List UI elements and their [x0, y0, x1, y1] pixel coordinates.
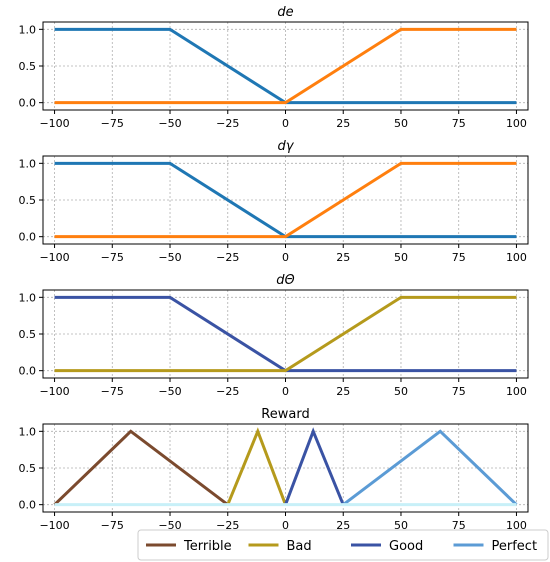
y-tick-label: 1.0: [19, 425, 37, 438]
x-tick-label: 50: [394, 519, 408, 532]
x-tick-label: −50: [158, 519, 181, 532]
subplot-0: −100 −75 −50 −25 0 25 50 75 100 0.0 0.5 1.0 de: [19, 5, 529, 130]
subplot-title: de: [277, 5, 293, 20]
subplot-1: −100 −75 −50 −25 0 25 50 75 100 0.0 0.5 1.0 dγ: [19, 139, 529, 264]
x-tick-label: 0: [282, 251, 289, 264]
x-tick-label: 75: [452, 117, 466, 130]
legend-box: [137, 529, 549, 561]
series-line-1-1: [54, 161, 517, 239]
legend: Terrible Bad Good Perfect: [137, 529, 549, 561]
subplot-title: Reward: [261, 407, 309, 422]
y-tick-label: 0.5: [19, 462, 37, 475]
x-tick-label: −50: [158, 117, 181, 130]
x-tick-label: 0: [282, 385, 289, 398]
x-tick-label: 100: [506, 117, 527, 130]
x-tick-label: 50: [394, 251, 408, 264]
x-tick-label: −25: [216, 117, 239, 130]
legend-label: Perfect: [492, 539, 538, 554]
x-tick-label: 100: [506, 519, 527, 532]
x-tick-label: 25: [336, 251, 350, 264]
x-tick-label: 75: [452, 251, 466, 264]
subplot-3: −100 −75 −50 −25 0 25 50 75 100 0.0 0.5 1.0 Reward: [19, 407, 529, 532]
x-tick-label: 50: [394, 117, 408, 130]
subplot-title: dγ: [278, 139, 295, 154]
x-tick-label: 25: [336, 519, 350, 532]
x-tick-label: 75: [452, 385, 466, 398]
series-line-2-0: [54, 295, 517, 373]
y-tick-label: 1.0: [19, 157, 37, 170]
x-tick-label: −75: [101, 251, 124, 264]
y-tick-label: 1.0: [19, 23, 37, 36]
x-tick-label: −25: [216, 519, 239, 532]
series-line-2-1: [54, 295, 517, 373]
y-tick-label: 0.0: [19, 365, 37, 378]
x-tick-label: −100: [39, 519, 69, 532]
legend-label: Bad: [287, 539, 312, 554]
subplot-2: −100 −75 −50 −25 0 25 50 75 100 0.0 0.5 1.0 dΘ: [19, 273, 529, 398]
y-tick-label: 0.5: [19, 60, 37, 73]
x-tick-label: 100: [506, 251, 527, 264]
x-tick-label: 50: [394, 385, 408, 398]
series-line-3-2: [284, 427, 345, 506]
series-line-0-0: [54, 27, 517, 105]
series-line-3-0: [53, 429, 229, 506]
y-tick-label: 1.0: [19, 291, 37, 304]
x-tick-label: −75: [101, 519, 124, 532]
series-line-0-1: [54, 27, 517, 105]
x-tick-label: −75: [101, 385, 124, 398]
subplot-title: dΘ: [276, 273, 294, 288]
x-tick-label: −50: [158, 251, 181, 264]
x-tick-label: −75: [101, 117, 124, 130]
series-line-1-0: [54, 161, 517, 239]
x-tick-label: −25: [216, 385, 239, 398]
legend-label: Good: [389, 539, 423, 554]
series-line-3-1: [226, 427, 287, 506]
x-tick-label: −100: [39, 251, 69, 264]
y-tick-label: 0.5: [19, 328, 37, 341]
x-tick-label: 0: [282, 519, 289, 532]
y-tick-label: 0.0: [19, 231, 37, 244]
x-tick-label: −100: [39, 385, 69, 398]
y-tick-label: 0.0: [19, 97, 37, 110]
x-tick-label: −100: [39, 117, 69, 130]
series-line-3-3: [342, 429, 518, 506]
x-tick-label: 75: [452, 519, 466, 532]
x-tick-label: 0: [282, 117, 289, 130]
y-tick-label: 0.0: [19, 499, 37, 512]
x-tick-label: 25: [336, 385, 350, 398]
legend-label: Terrible: [183, 539, 232, 554]
x-tick-label: −50: [158, 385, 181, 398]
y-tick-label: 0.5: [19, 194, 37, 207]
x-tick-label: 25: [336, 117, 350, 130]
x-tick-label: −25: [216, 251, 239, 264]
x-tick-label: 100: [506, 385, 527, 398]
